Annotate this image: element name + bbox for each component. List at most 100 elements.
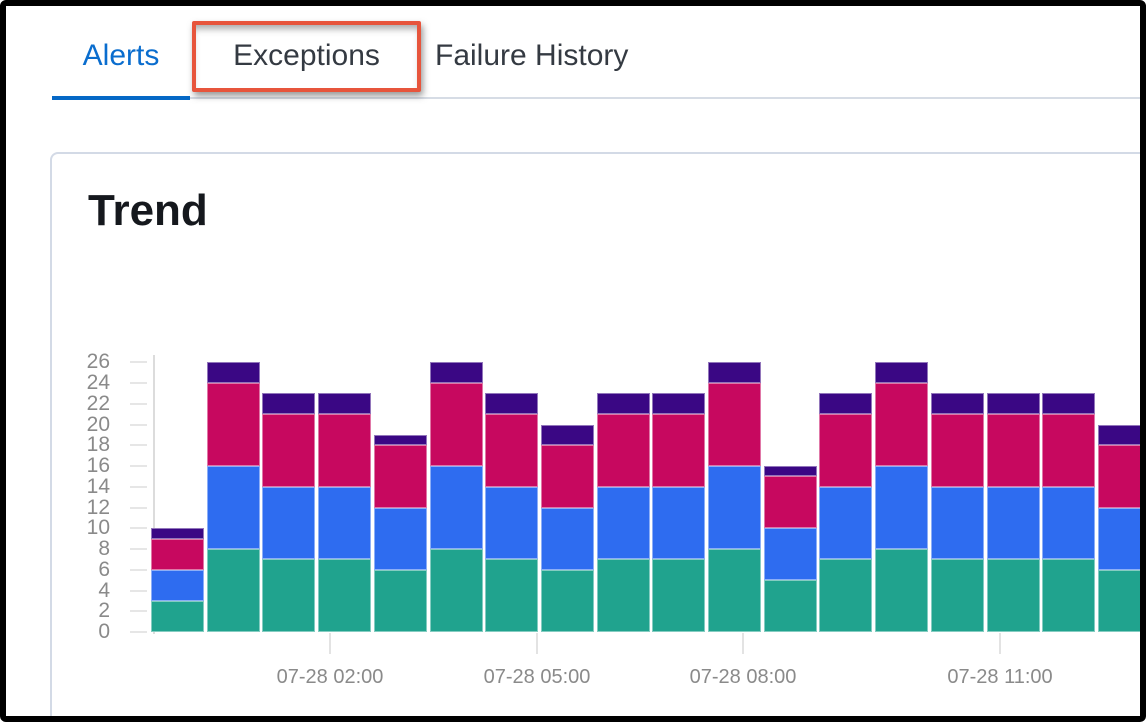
bar-segment-top-purple[interactable] [875, 362, 929, 384]
bar-segment-top-purple[interactable] [318, 393, 372, 415]
x-axis-tick [536, 633, 538, 654]
bar-segment-top-purple[interactable] [206, 362, 260, 384]
bar-segment-bottom-teal[interactable] [708, 549, 761, 632]
bar-segment-mid-blue[interactable] [262, 486, 316, 560]
bar-segment-mid-blue[interactable] [819, 486, 873, 560]
bar-segment-mid-blue[interactable] [652, 486, 706, 560]
bar-segment-mid-crimson[interactable] [986, 414, 1040, 487]
bar-segment-mid-crimson[interactable] [485, 414, 539, 487]
bar-segment-mid-crimson[interactable] [930, 414, 984, 487]
bar-segment-mid-blue[interactable] [1097, 507, 1140, 570]
y-axis-tick [130, 548, 147, 551]
bar-segment-mid-crimson[interactable] [206, 383, 260, 467]
bar-segment-bottom-teal[interactable] [373, 569, 427, 632]
bar-segment-bottom-teal[interactable] [429, 549, 483, 632]
bar-segment-mid-crimson[interactable] [540, 445, 594, 508]
tab-exceptions[interactable]: Exceptions [233, 39, 380, 72]
bar-segment-top-purple[interactable] [1097, 424, 1140, 446]
bar-segment-top-purple[interactable] [652, 393, 706, 415]
bar-segment-top-purple[interactable] [819, 393, 873, 415]
stacked-bar[interactable] [373, 434, 427, 632]
bar-segment-top-purple[interactable] [1042, 393, 1096, 415]
stacked-bar[interactable] [262, 393, 316, 632]
bar-segment-bottom-teal[interactable] [875, 549, 929, 632]
stacked-bar[interactable] [819, 393, 873, 632]
bar-segment-mid-blue[interactable] [206, 466, 260, 550]
bar-segment-mid-blue[interactable] [1042, 486, 1096, 560]
stacked-bar[interactable] [930, 393, 984, 632]
bar-segment-mid-blue[interactable] [986, 486, 1040, 560]
stacked-bar[interactable] [206, 362, 260, 632]
bar-segment-mid-blue[interactable] [485, 486, 539, 560]
bar-segment-mid-crimson[interactable] [429, 383, 483, 467]
bar-segment-mid-crimson[interactable] [652, 414, 706, 487]
bar-segment-mid-crimson[interactable] [763, 476, 817, 529]
bar-segment-mid-crimson[interactable] [708, 383, 761, 467]
stacked-bar[interactable] [652, 393, 706, 632]
stacked-bar[interactable] [596, 393, 650, 632]
bar-segment-mid-crimson[interactable] [318, 414, 372, 487]
stacked-bar[interactable] [1042, 393, 1096, 632]
bar-segment-bottom-teal[interactable] [763, 580, 817, 632]
bar-segment-top-purple[interactable] [373, 434, 427, 446]
bar-segment-mid-crimson[interactable] [1042, 414, 1096, 487]
bar-segment-bottom-teal[interactable] [652, 559, 706, 632]
bar-segment-bottom-teal[interactable] [151, 600, 204, 632]
bar-segment-mid-crimson[interactable] [1097, 445, 1140, 508]
bar-segment-bottom-teal[interactable] [986, 559, 1040, 632]
y-axis-tick [130, 631, 147, 633]
bar-segment-mid-crimson[interactable] [875, 383, 929, 467]
bar-segment-top-purple[interactable] [763, 466, 817, 477]
y-axis-tick-label: 24 [86, 371, 110, 395]
stacked-bar[interactable] [318, 393, 372, 632]
bar-segment-mid-crimson[interactable] [819, 414, 873, 487]
stacked-bar[interactable] [763, 466, 817, 632]
bar-segment-bottom-teal[interactable] [596, 559, 650, 632]
bar-segment-mid-crimson[interactable] [262, 414, 316, 487]
stacked-bar[interactable] [986, 393, 1040, 632]
bar-segment-mid-blue[interactable] [151, 569, 204, 601]
bar-segment-top-purple[interactable] [262, 393, 316, 415]
bar-segment-bottom-teal[interactable] [930, 559, 984, 632]
bar-segment-top-purple[interactable] [930, 393, 984, 415]
bar-segment-mid-blue[interactable] [930, 486, 984, 560]
bar-segment-mid-crimson[interactable] [596, 414, 650, 487]
bar-segment-mid-crimson[interactable] [151, 538, 204, 570]
stacked-bar[interactable] [429, 362, 483, 632]
tab-failure-history[interactable]: Failure History [435, 39, 629, 72]
y-axis-tick-label: 6 [98, 557, 110, 581]
bar-segment-bottom-teal[interactable] [819, 559, 873, 632]
tab-alerts[interactable]: Alerts [82, 39, 160, 72]
bar-segment-top-purple[interactable] [596, 393, 650, 415]
stacked-bar[interactable] [540, 424, 594, 632]
stacked-bar[interactable] [151, 528, 204, 632]
y-axis-tick [130, 361, 147, 364]
bar-segment-mid-blue[interactable] [373, 507, 427, 570]
bar-segment-mid-blue[interactable] [429, 466, 483, 550]
active-tab-indicator [52, 96, 190, 100]
stacked-bar[interactable] [1097, 424, 1140, 632]
bar-segment-bottom-teal[interactable] [262, 559, 316, 632]
bar-segment-top-purple[interactable] [986, 393, 1040, 415]
bar-segment-top-purple[interactable] [540, 424, 594, 446]
bar-segment-top-purple[interactable] [429, 362, 483, 384]
bar-segment-mid-blue[interactable] [540, 507, 594, 570]
bar-segment-top-purple[interactable] [151, 528, 204, 539]
stacked-bar[interactable] [485, 393, 539, 632]
bar-segment-mid-blue[interactable] [596, 486, 650, 560]
bar-segment-mid-blue[interactable] [875, 466, 929, 550]
bar-segment-bottom-teal[interactable] [1097, 569, 1140, 632]
bar-segment-mid-blue[interactable] [318, 486, 372, 560]
bar-segment-bottom-teal[interactable] [1042, 559, 1096, 632]
bar-segment-bottom-teal[interactable] [540, 569, 594, 632]
stacked-bar[interactable] [875, 362, 929, 632]
bar-segment-mid-blue[interactable] [763, 528, 817, 581]
bar-segment-mid-crimson[interactable] [373, 445, 427, 508]
bar-segment-top-purple[interactable] [485, 393, 539, 415]
bar-segment-mid-blue[interactable] [708, 466, 761, 550]
stacked-bar[interactable] [708, 362, 761, 632]
bar-segment-bottom-teal[interactable] [318, 559, 372, 632]
bar-segment-top-purple[interactable] [708, 362, 761, 384]
bar-segment-bottom-teal[interactable] [206, 549, 260, 632]
bar-segment-bottom-teal[interactable] [485, 559, 539, 632]
